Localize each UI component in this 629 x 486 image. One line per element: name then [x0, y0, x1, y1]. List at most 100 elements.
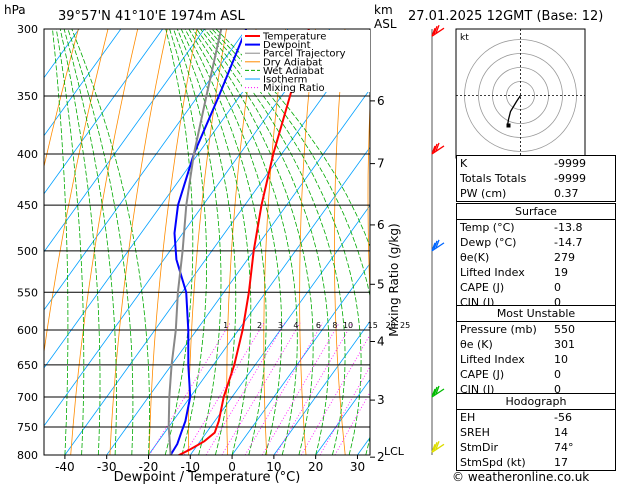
- km-label: km: [374, 3, 393, 17]
- pressure-tick-label: 600: [17, 324, 38, 337]
- index-value: -9999: [554, 172, 586, 185]
- pressure-tick-label: 700: [17, 391, 38, 404]
- hodograph-trace: [506, 95, 522, 126]
- most-unstable-title: Most Unstable: [457, 306, 615, 322]
- hodograph-unit-label: kt: [460, 33, 469, 43]
- km-tick-label: 4: [377, 334, 385, 348]
- indices-panel: K -9999 Totals Totals -9999 PW (cm) 0.37: [456, 155, 616, 202]
- index-value: -9999: [554, 157, 586, 170]
- surface-row: CAPE (J) 0: [457, 280, 615, 295]
- legend-label: Dry Adiabat: [263, 57, 322, 68]
- x-axis-label: Dewpoint / Temperature (°C): [114, 470, 301, 485]
- x-tick-label: 30: [350, 460, 365, 474]
- hodograph-stat-label: StmDir: [460, 441, 499, 454]
- hodograph-stat-row: EH -56: [457, 410, 615, 425]
- pressure-unit-label: hPa: [4, 3, 26, 17]
- surface-value: 0: [554, 296, 561, 309]
- surface-row: Lifted Index 19: [457, 265, 615, 280]
- most-unstable-row: CAPE (J) 0: [457, 367, 615, 382]
- index-row: K -9999: [457, 156, 615, 171]
- wet-adiabat-line: [63, 29, 117, 455]
- surface-label: Dewp (°C): [460, 236, 517, 249]
- index-row: Totals Totals -9999: [457, 171, 615, 186]
- pressure-tick-label: 550: [17, 286, 38, 299]
- hodograph-stat-row: StmSpd (kt) 17: [457, 455, 615, 470]
- surface-value: 0: [554, 281, 561, 294]
- most-unstable-value: 0: [554, 368, 561, 381]
- surface-row: Dewp (°C) -14.7: [457, 235, 615, 250]
- hodograph-stat-row: SREH 14: [457, 425, 615, 440]
- most-unstable-value: 550: [554, 323, 575, 336]
- hodograph-table-title: Hodograph: [457, 394, 615, 410]
- mixing-ratio-line: [275, 322, 353, 455]
- pressure-tick-label: 800: [17, 449, 38, 462]
- hodograph-stat-value: 74°: [554, 441, 574, 454]
- km-tick-label: 5: [377, 277, 385, 291]
- hodograph: kt: [455, 28, 586, 159]
- surface-value: -13.8: [554, 221, 583, 234]
- x-tick-label: -20: [139, 460, 159, 474]
- mixing-ratio-label: 10: [343, 321, 353, 330]
- isotherm-line: [189, 204, 370, 455]
- legend-label: Mixing Ratio: [263, 83, 325, 94]
- surface-label: Lifted Index: [460, 266, 525, 279]
- mixing-ratio-label: 20: [386, 321, 396, 330]
- pressure-tick-label: 400: [17, 148, 38, 161]
- copyright-footer[interactable]: © weatheronline.co.uk: [452, 470, 590, 484]
- surface-value: 279: [554, 251, 575, 264]
- legend-label: Isotherm: [263, 75, 307, 86]
- profile-temperature-line: [176, 29, 310, 455]
- x-tick-label: -10: [180, 460, 200, 474]
- legend-label: Wet Adiabat: [263, 66, 324, 77]
- pressure-tick-label: 450: [17, 199, 38, 212]
- legend-label: Temperature: [262, 32, 326, 43]
- surface-panel: Surface Temp (°C) -13.8 Dewp (°C) -14.7 θe(K…: [456, 203, 616, 311]
- most-unstable-row: CIN (J) 0: [457, 382, 615, 397]
- wind-barb: [431, 24, 445, 37]
- surface-title: Surface: [457, 204, 615, 220]
- km-tick-label: 7: [377, 157, 385, 171]
- km-tick-label: 2: [377, 450, 385, 464]
- wind-barb: [431, 142, 445, 155]
- surface-row: θe(K) 279: [457, 250, 615, 265]
- most-unstable-label: CAPE (J): [460, 368, 505, 381]
- isotherm-line: [44, 29, 122, 137]
- legend-label: Dewpoint: [263, 40, 311, 51]
- isotherm-line: [315, 378, 370, 455]
- wind-barbs: [431, 24, 445, 455]
- asl-label: ASL: [374, 17, 397, 31]
- mixing-ratio-axis-label: Mixing Ratio (g/kg): [387, 223, 401, 336]
- most-unstable-value: 301: [554, 338, 575, 351]
- index-row: PW (cm) 0.37: [457, 186, 615, 201]
- most-unstable-value: 0: [554, 383, 561, 396]
- dry-adiabat-line: [44, 29, 79, 169]
- km-tick-label: 6: [377, 94, 385, 108]
- location-header: 39°57'N 41°10'E 1974m ASL: [58, 9, 246, 24]
- isotherm-line: [44, 29, 289, 369]
- most-unstable-label: Pressure (mb): [460, 323, 537, 336]
- surface-row: Temp (°C) -13.8: [457, 220, 615, 235]
- legend-label: Parcel Trajectory: [263, 49, 346, 60]
- x-tick-label: -30: [97, 460, 117, 474]
- mixing-ratio-label: 8: [332, 321, 337, 330]
- mixing-ratio-line: [334, 391, 370, 455]
- isotherm-line: [44, 29, 331, 427]
- index-value: 0.37: [554, 187, 579, 200]
- skewt-plot-area: [44, 29, 370, 455]
- surface-label: Temp (°C): [460, 221, 515, 234]
- surface-value: -14.7: [554, 236, 583, 249]
- x-tick-label: -40: [55, 460, 75, 474]
- surface-label: CAPE (J): [460, 281, 505, 294]
- mixing-ratio-label: 25: [400, 321, 410, 330]
- pressure-tick-label: 500: [17, 245, 38, 258]
- mixing-ratio-label: 15: [368, 321, 378, 330]
- hodograph-storm-marker: [506, 123, 511, 128]
- hodograph-table-panel: Hodograph EH -56 SREH 14 StmDir 74° StmSpd (kt…: [456, 393, 616, 471]
- surface-label: θe(K): [460, 251, 490, 264]
- most-unstable-value: 10: [554, 353, 568, 366]
- hodograph-stat-label: SREH: [460, 426, 490, 439]
- km-tick-label: 6: [377, 218, 385, 232]
- pressure-tick-label: 350: [17, 90, 38, 103]
